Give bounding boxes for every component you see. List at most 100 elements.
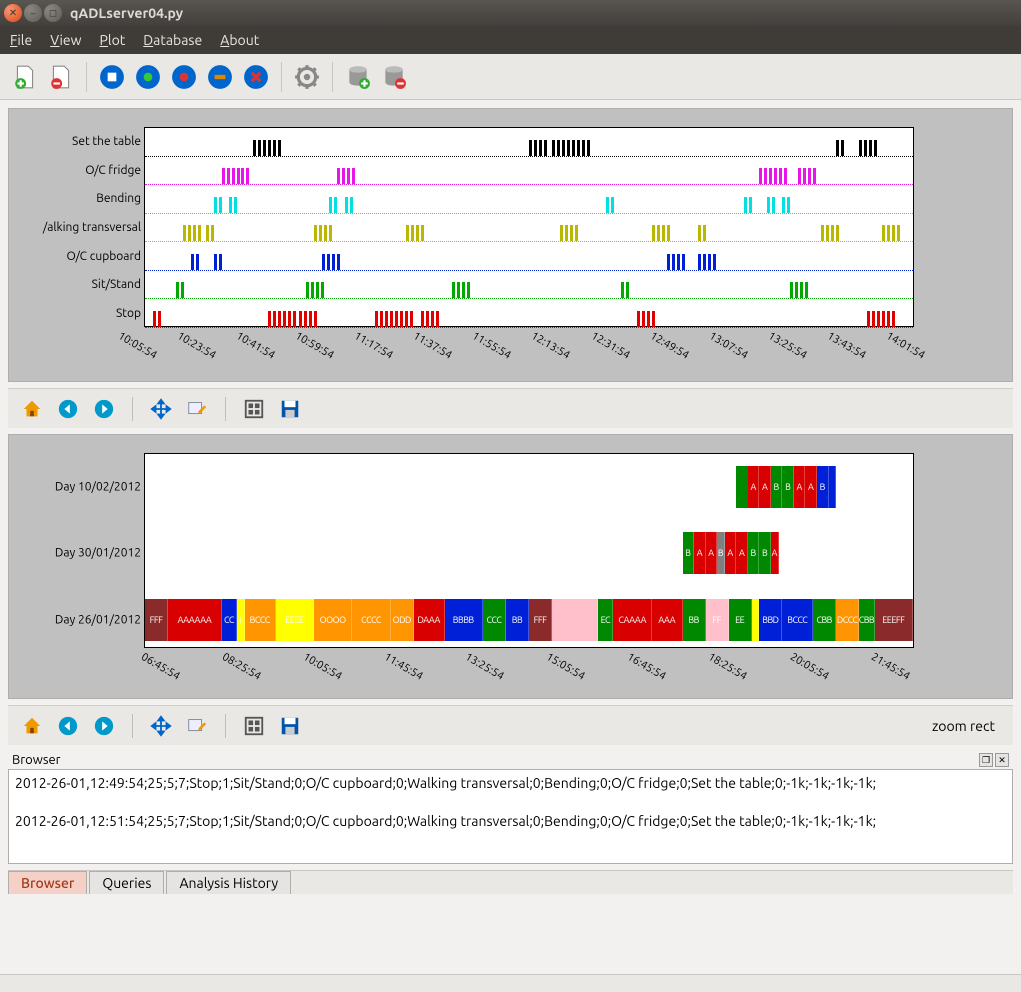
- browser-output[interactable]: 2012-26-01,12:49:54;25;5;7;Stop;1;Sit/St…: [8, 769, 1013, 864]
- main-toolbar: [0, 54, 1021, 100]
- menu-file[interactable]: File: [10, 32, 32, 48]
- day-segment[interactable]: DAAA: [414, 599, 445, 641]
- activity-chart[interactable]: Set the tableO/C fridgeBending/alking tr…: [144, 127, 914, 327]
- rec-red-icon[interactable]: [169, 62, 199, 92]
- chart1-nav-toolbar: [8, 388, 1013, 428]
- day-segment[interactable]: FFF: [145, 599, 168, 641]
- pan-icon[interactable]: [147, 712, 175, 740]
- day-segment[interactable]: A: [748, 466, 760, 508]
- day-segment[interactable]: B: [771, 466, 783, 508]
- day-segment[interactable]: CC: [222, 599, 237, 641]
- day-segment[interactable]: EEEE: [276, 599, 314, 641]
- tab-browser[interactable]: Browser: [8, 871, 87, 894]
- edit-icon[interactable]: [183, 395, 211, 423]
- forward-icon[interactable]: [90, 712, 118, 740]
- day-segment[interactable]: OOOO: [314, 599, 352, 641]
- window-close-button[interactable]: ✕: [4, 4, 22, 22]
- window-minimize-button[interactable]: –: [24, 4, 42, 22]
- day-segment[interactable]: CBB: [813, 599, 836, 641]
- day-segment[interactable]: [829, 466, 837, 508]
- day-segment[interactable]: B: [782, 466, 794, 508]
- day-segment[interactable]: B: [683, 532, 695, 574]
- day-segment[interactable]: BB: [683, 599, 706, 641]
- pane-close-button[interactable]: ✕: [995, 753, 1009, 767]
- x-tick-label: 11:45:54: [382, 651, 425, 683]
- day-segment[interactable]: BCCC: [782, 599, 813, 641]
- rec-delete-icon[interactable]: [241, 62, 271, 92]
- menu-plot[interactable]: Plot: [100, 32, 126, 48]
- tab-analysis-history[interactable]: Analysis History: [166, 871, 291, 894]
- db-add-icon[interactable]: [343, 62, 373, 92]
- tab-queries[interactable]: Queries: [89, 871, 164, 894]
- rec-add-icon[interactable]: [133, 62, 163, 92]
- day-segment[interactable]: [552, 599, 598, 641]
- doc-remove-icon[interactable]: [46, 62, 76, 92]
- track-label: O/C fridge: [15, 164, 141, 177]
- day-segment[interactable]: A: [771, 532, 779, 574]
- x-tick-label: 11:17:54: [352, 330, 395, 362]
- day-segment[interactable]: EEEFF: [875, 599, 913, 641]
- day-segment[interactable]: BBD: [759, 599, 782, 641]
- day-segment[interactable]: A: [694, 532, 706, 574]
- forward-icon[interactable]: [90, 395, 118, 423]
- menu-about[interactable]: About: [220, 32, 259, 48]
- pane-restore-button[interactable]: ❐: [979, 753, 993, 767]
- menu-view[interactable]: View: [50, 32, 81, 48]
- menu-database[interactable]: Database: [143, 32, 202, 48]
- day-segment[interactable]: AAAAAA: [168, 599, 222, 641]
- day-segment[interactable]: B: [759, 532, 771, 574]
- rec-minus-icon[interactable]: [205, 62, 235, 92]
- day-segment[interactable]: BBBB: [445, 599, 483, 641]
- x-tick-label: 13:25:54: [463, 651, 506, 683]
- day-segment[interactable]: BB: [506, 599, 529, 641]
- subplot-icon[interactable]: [240, 712, 268, 740]
- day-segment[interactable]: BCCC: [245, 599, 276, 641]
- day-segment[interactable]: FFF: [529, 599, 552, 641]
- day-segment[interactable]: CCC: [483, 599, 506, 641]
- chart2-nav-toolbar: zoom rect: [8, 705, 1013, 745]
- daily-chart[interactable]: Day 10/02/2012BAABBAABDay 30/01/2012BAAB…: [144, 453, 914, 648]
- rec-stop-icon[interactable]: [97, 62, 127, 92]
- window-maximize-button[interactable]: ◻: [44, 4, 62, 22]
- day-segment[interactable]: EE: [729, 599, 752, 641]
- day-segment[interactable]: EC: [598, 599, 613, 641]
- x-tick-label: 15:05:54: [544, 651, 587, 683]
- day-segment[interactable]: A: [794, 466, 806, 508]
- day-label: Day 10/02/2012: [15, 481, 141, 494]
- day-segment[interactable]: [752, 599, 760, 641]
- back-icon[interactable]: [54, 395, 82, 423]
- subplot-icon[interactable]: [240, 395, 268, 423]
- day-segment[interactable]: A: [759, 466, 771, 508]
- day-segment[interactable]: I: [237, 599, 245, 641]
- titlebar: ✕ – ◻ qADLserver04.py: [0, 0, 1021, 26]
- doc-add-icon[interactable]: [10, 62, 40, 92]
- day-segment[interactable]: A: [736, 532, 748, 574]
- edit-icon[interactable]: [183, 712, 211, 740]
- day-segment[interactable]: B: [748, 532, 760, 574]
- browser-panel: Browser ❐ ✕ 2012-26-01,12:49:54;25;5;7;S…: [8, 751, 1013, 864]
- day-segment[interactable]: B: [717, 532, 725, 574]
- back-icon[interactable]: [54, 712, 82, 740]
- day-segment[interactable]: DCCC: [836, 599, 859, 641]
- x-tick-label: 10:59:54: [293, 330, 336, 362]
- day-segment[interactable]: A: [805, 466, 817, 508]
- home-icon[interactable]: [18, 712, 46, 740]
- x-tick-label: 13:25:54: [766, 330, 809, 362]
- day-segment[interactable]: A: [725, 532, 737, 574]
- day-segment[interactable]: ODD: [391, 599, 414, 641]
- gear-icon[interactable]: [292, 62, 322, 92]
- save-icon[interactable]: [276, 395, 304, 423]
- day-segment[interactable]: FF: [706, 599, 729, 641]
- day-segment[interactable]: A: [706, 532, 718, 574]
- db-remove-icon[interactable]: [379, 62, 409, 92]
- x-tick-label: 18:25:54: [706, 651, 749, 683]
- day-segment[interactable]: CAAAA: [613, 599, 651, 641]
- save-icon[interactable]: [276, 712, 304, 740]
- day-segment[interactable]: CBB: [859, 599, 874, 641]
- day-segment[interactable]: AAA: [652, 599, 683, 641]
- day-segment[interactable]: B: [817, 466, 829, 508]
- day-segment[interactable]: CCCC: [352, 599, 390, 641]
- home-icon[interactable]: [18, 395, 46, 423]
- x-tick-label: 10:23:54: [175, 330, 218, 362]
- pan-icon[interactable]: [147, 395, 175, 423]
